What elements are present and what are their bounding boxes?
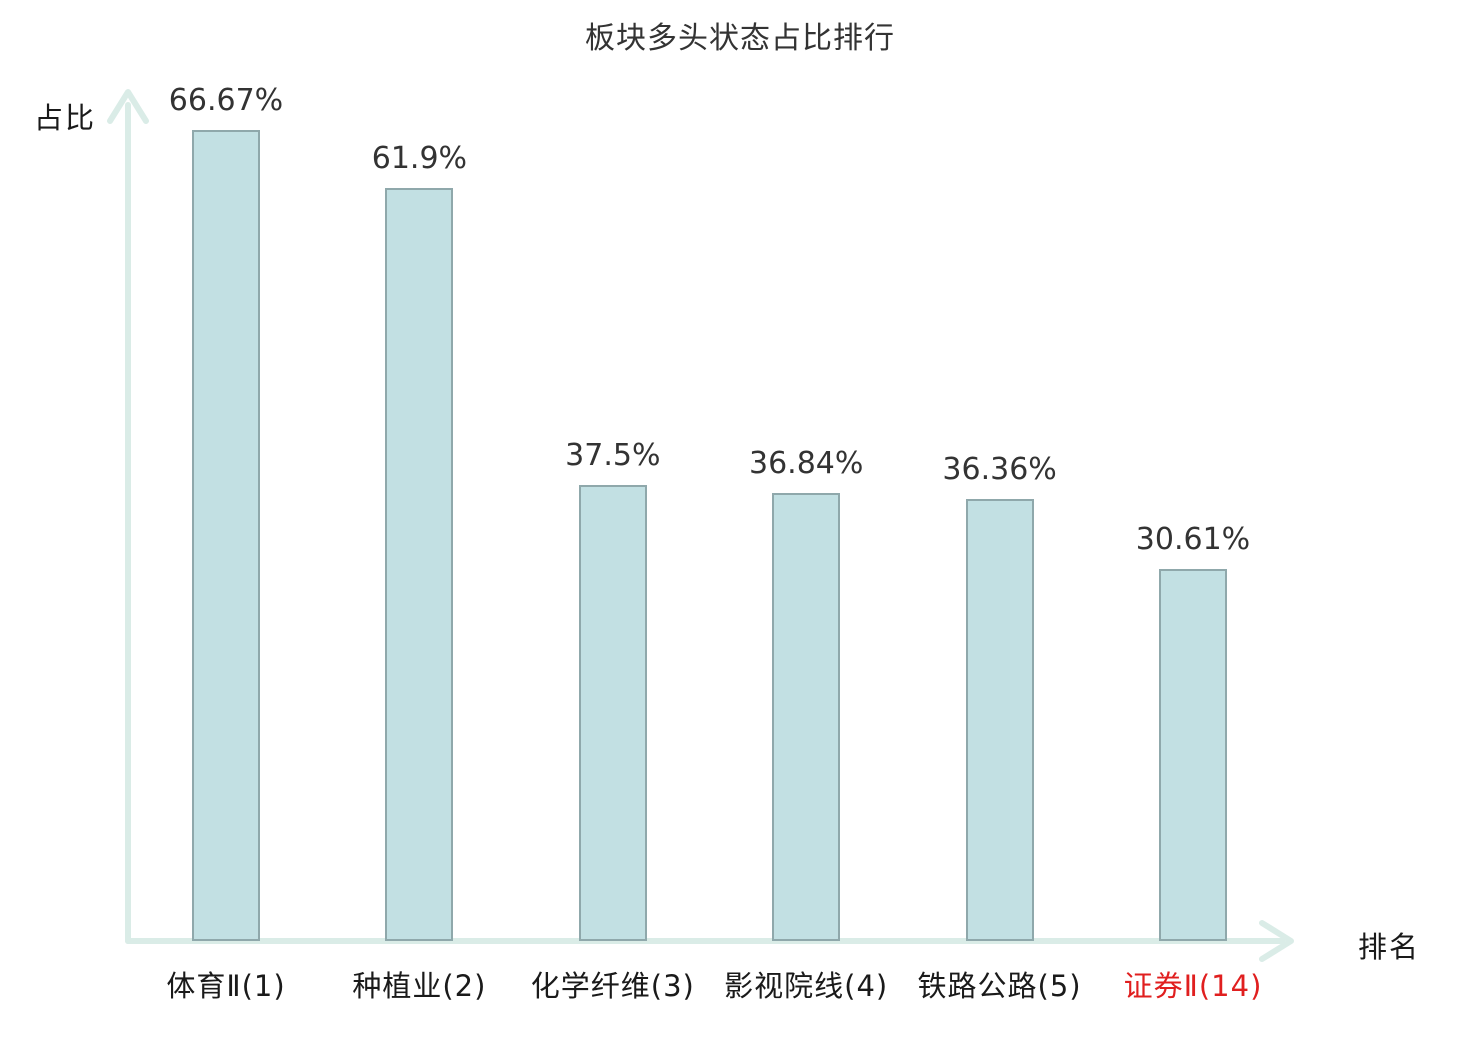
bar	[192, 130, 260, 941]
x-tick-label: 证券Ⅱ(14)	[1123, 969, 1263, 1003]
bar-value-label: 36.84%	[748, 446, 864, 481]
bar	[385, 188, 454, 941]
bar-value-label: 61.9%	[371, 141, 468, 176]
x-tick-label: 铁路公路(5)	[917, 969, 1082, 1003]
bar	[772, 493, 841, 941]
bar-value-label: 30.61%	[1135, 522, 1251, 557]
y-axis-line	[107, 89, 1294, 962]
bar	[578, 485, 647, 941]
x-axis-title: 排名	[1358, 930, 1421, 964]
y-axis-arrow-icon	[107, 89, 149, 124]
chart-title: 板块多头状态占比排行	[585, 21, 895, 56]
bar-value-label: 66.67%	[168, 83, 284, 118]
bar-value-label: 36.36%	[942, 452, 1057, 487]
y-axis-title: 占比	[34, 101, 97, 135]
x-axis-arrow-icon	[1259, 920, 1294, 962]
x-tick-label: 体育Ⅱ(1)	[166, 969, 286, 1003]
bar-value-label: 37.5%	[565, 438, 661, 473]
bar	[1159, 569, 1227, 941]
bar	[965, 499, 1034, 941]
x-tick-label: 影视院线(4)	[724, 969, 889, 1003]
x-tick-label: 种植业(2)	[352, 969, 487, 1003]
x-tick-label: 化学纤维(3)	[530, 969, 695, 1003]
